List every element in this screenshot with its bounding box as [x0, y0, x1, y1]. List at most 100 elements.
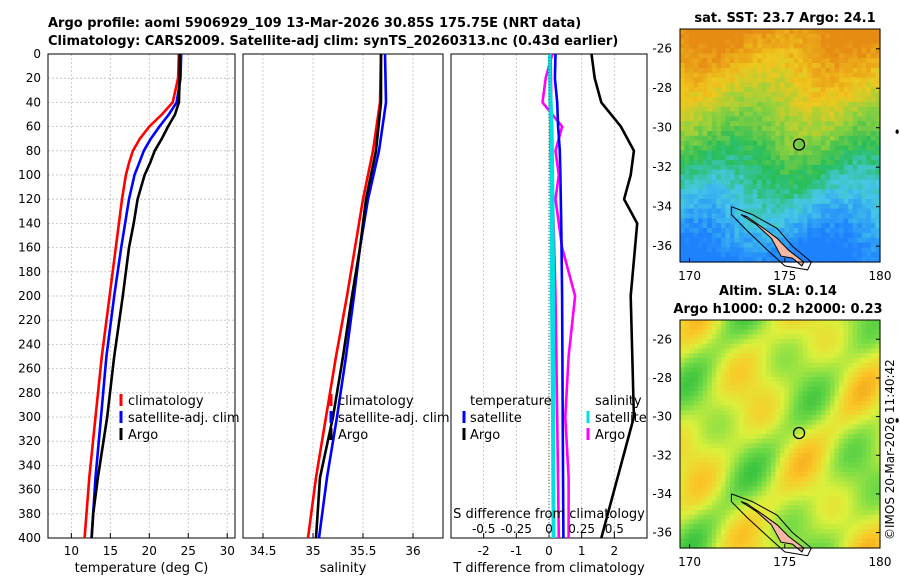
- map-cell: [748, 38, 754, 45]
- map-cell: [734, 174, 740, 181]
- map-cell: [807, 462, 813, 468]
- map-cell: [834, 377, 840, 383]
- map-cell: [775, 82, 781, 88]
- map-cell: [725, 145, 731, 151]
- map-cell: [775, 72, 781, 79]
- map-cell: [870, 29, 877, 35]
- map-cell: [793, 29, 799, 35]
- map-cell: [702, 386, 708, 392]
- map-cell: [716, 519, 722, 525]
- map-cell: [848, 377, 854, 383]
- map-cell: [866, 213, 872, 219]
- map-cell: [784, 457, 790, 464]
- map-cell: [748, 58, 754, 64]
- map-cell: [761, 491, 767, 497]
- map-cell: [839, 58, 845, 64]
- map-cell: [730, 92, 736, 98]
- map-cell: [761, 443, 767, 449]
- map-cell: [698, 486, 704, 492]
- map-cell: [689, 257, 695, 263]
- map-cell: [730, 372, 736, 378]
- map-cell: [766, 101, 772, 108]
- map-cell: [775, 400, 781, 407]
- map-cell: [698, 155, 704, 161]
- map-cell: [711, 184, 717, 190]
- map-cell: [816, 377, 822, 383]
- map-cell: [757, 377, 763, 383]
- map-cell: [798, 500, 804, 506]
- map-cell: [820, 348, 827, 354]
- map-cell: [816, 184, 822, 190]
- map-cell: [693, 476, 699, 483]
- map-cell: [870, 519, 877, 525]
- map-cell: [775, 419, 781, 426]
- map-cell: [689, 519, 695, 525]
- map-cell: [730, 203, 736, 210]
- map-cell: [680, 467, 686, 473]
- map-cell: [798, 140, 804, 147]
- map-cell: [693, 43, 699, 50]
- map-cell: [852, 116, 858, 122]
- map-cell: [866, 150, 872, 156]
- map-cell: [702, 150, 708, 156]
- map-cell: [739, 467, 745, 473]
- map-cell: [834, 486, 840, 492]
- map-cell: [802, 223, 808, 229]
- map-cell: [752, 529, 758, 535]
- map-cell: [689, 343, 695, 350]
- map-cell: [693, 320, 699, 326]
- map-cell: [843, 505, 849, 511]
- map-cell: [870, 538, 877, 544]
- map-cell: [780, 495, 786, 502]
- map-cell: [698, 367, 704, 373]
- map-cell: [707, 372, 713, 378]
- map-cell: [761, 101, 767, 108]
- map-cell: [848, 189, 854, 195]
- map-cell: [730, 169, 736, 176]
- map-cell: [875, 77, 881, 83]
- map-cell: [834, 438, 840, 445]
- map-cell: [730, 348, 736, 354]
- map-cell: [807, 543, 813, 549]
- map-cell: [875, 247, 881, 253]
- map-cell: [766, 405, 772, 411]
- map-cell: [757, 208, 763, 215]
- map-cell: [870, 208, 877, 215]
- map-cell: [748, 529, 754, 535]
- map-cell: [811, 457, 817, 464]
- map-cell: [843, 524, 849, 530]
- map-cell: [852, 87, 858, 93]
- map-cell: [720, 457, 727, 464]
- map-cell: [784, 443, 790, 449]
- map-cell: [839, 386, 845, 392]
- map-cell: [798, 320, 804, 326]
- map-cell: [730, 434, 736, 440]
- map-cell: [689, 77, 695, 83]
- map-cell: [816, 324, 822, 331]
- map-cell: [720, 429, 727, 435]
- panel-frame: [242, 53, 444, 539]
- map-cell: [830, 135, 836, 142]
- map-cell: [711, 140, 717, 147]
- map-cell: [866, 362, 872, 369]
- map-cell: [816, 126, 822, 132]
- map-cell: [820, 358, 827, 364]
- map-cell: [716, 453, 722, 459]
- map-cell: [707, 362, 713, 369]
- map-cell: [684, 367, 690, 373]
- map-cell: [793, 155, 799, 161]
- map-cell: [820, 121, 827, 127]
- map-cell: [866, 203, 872, 210]
- map-cell: [830, 228, 836, 234]
- map-cell: [839, 448, 845, 454]
- map-cell: [757, 43, 763, 50]
- map-cell: [825, 320, 831, 326]
- map-cell: [680, 495, 686, 502]
- map-cell: [720, 453, 727, 459]
- map-cell: [766, 391, 772, 397]
- map-cell: [793, 135, 799, 142]
- map-cell: [857, 362, 863, 369]
- map-cell: [789, 505, 795, 511]
- map-cell: [725, 467, 731, 473]
- map-cell: [720, 67, 727, 74]
